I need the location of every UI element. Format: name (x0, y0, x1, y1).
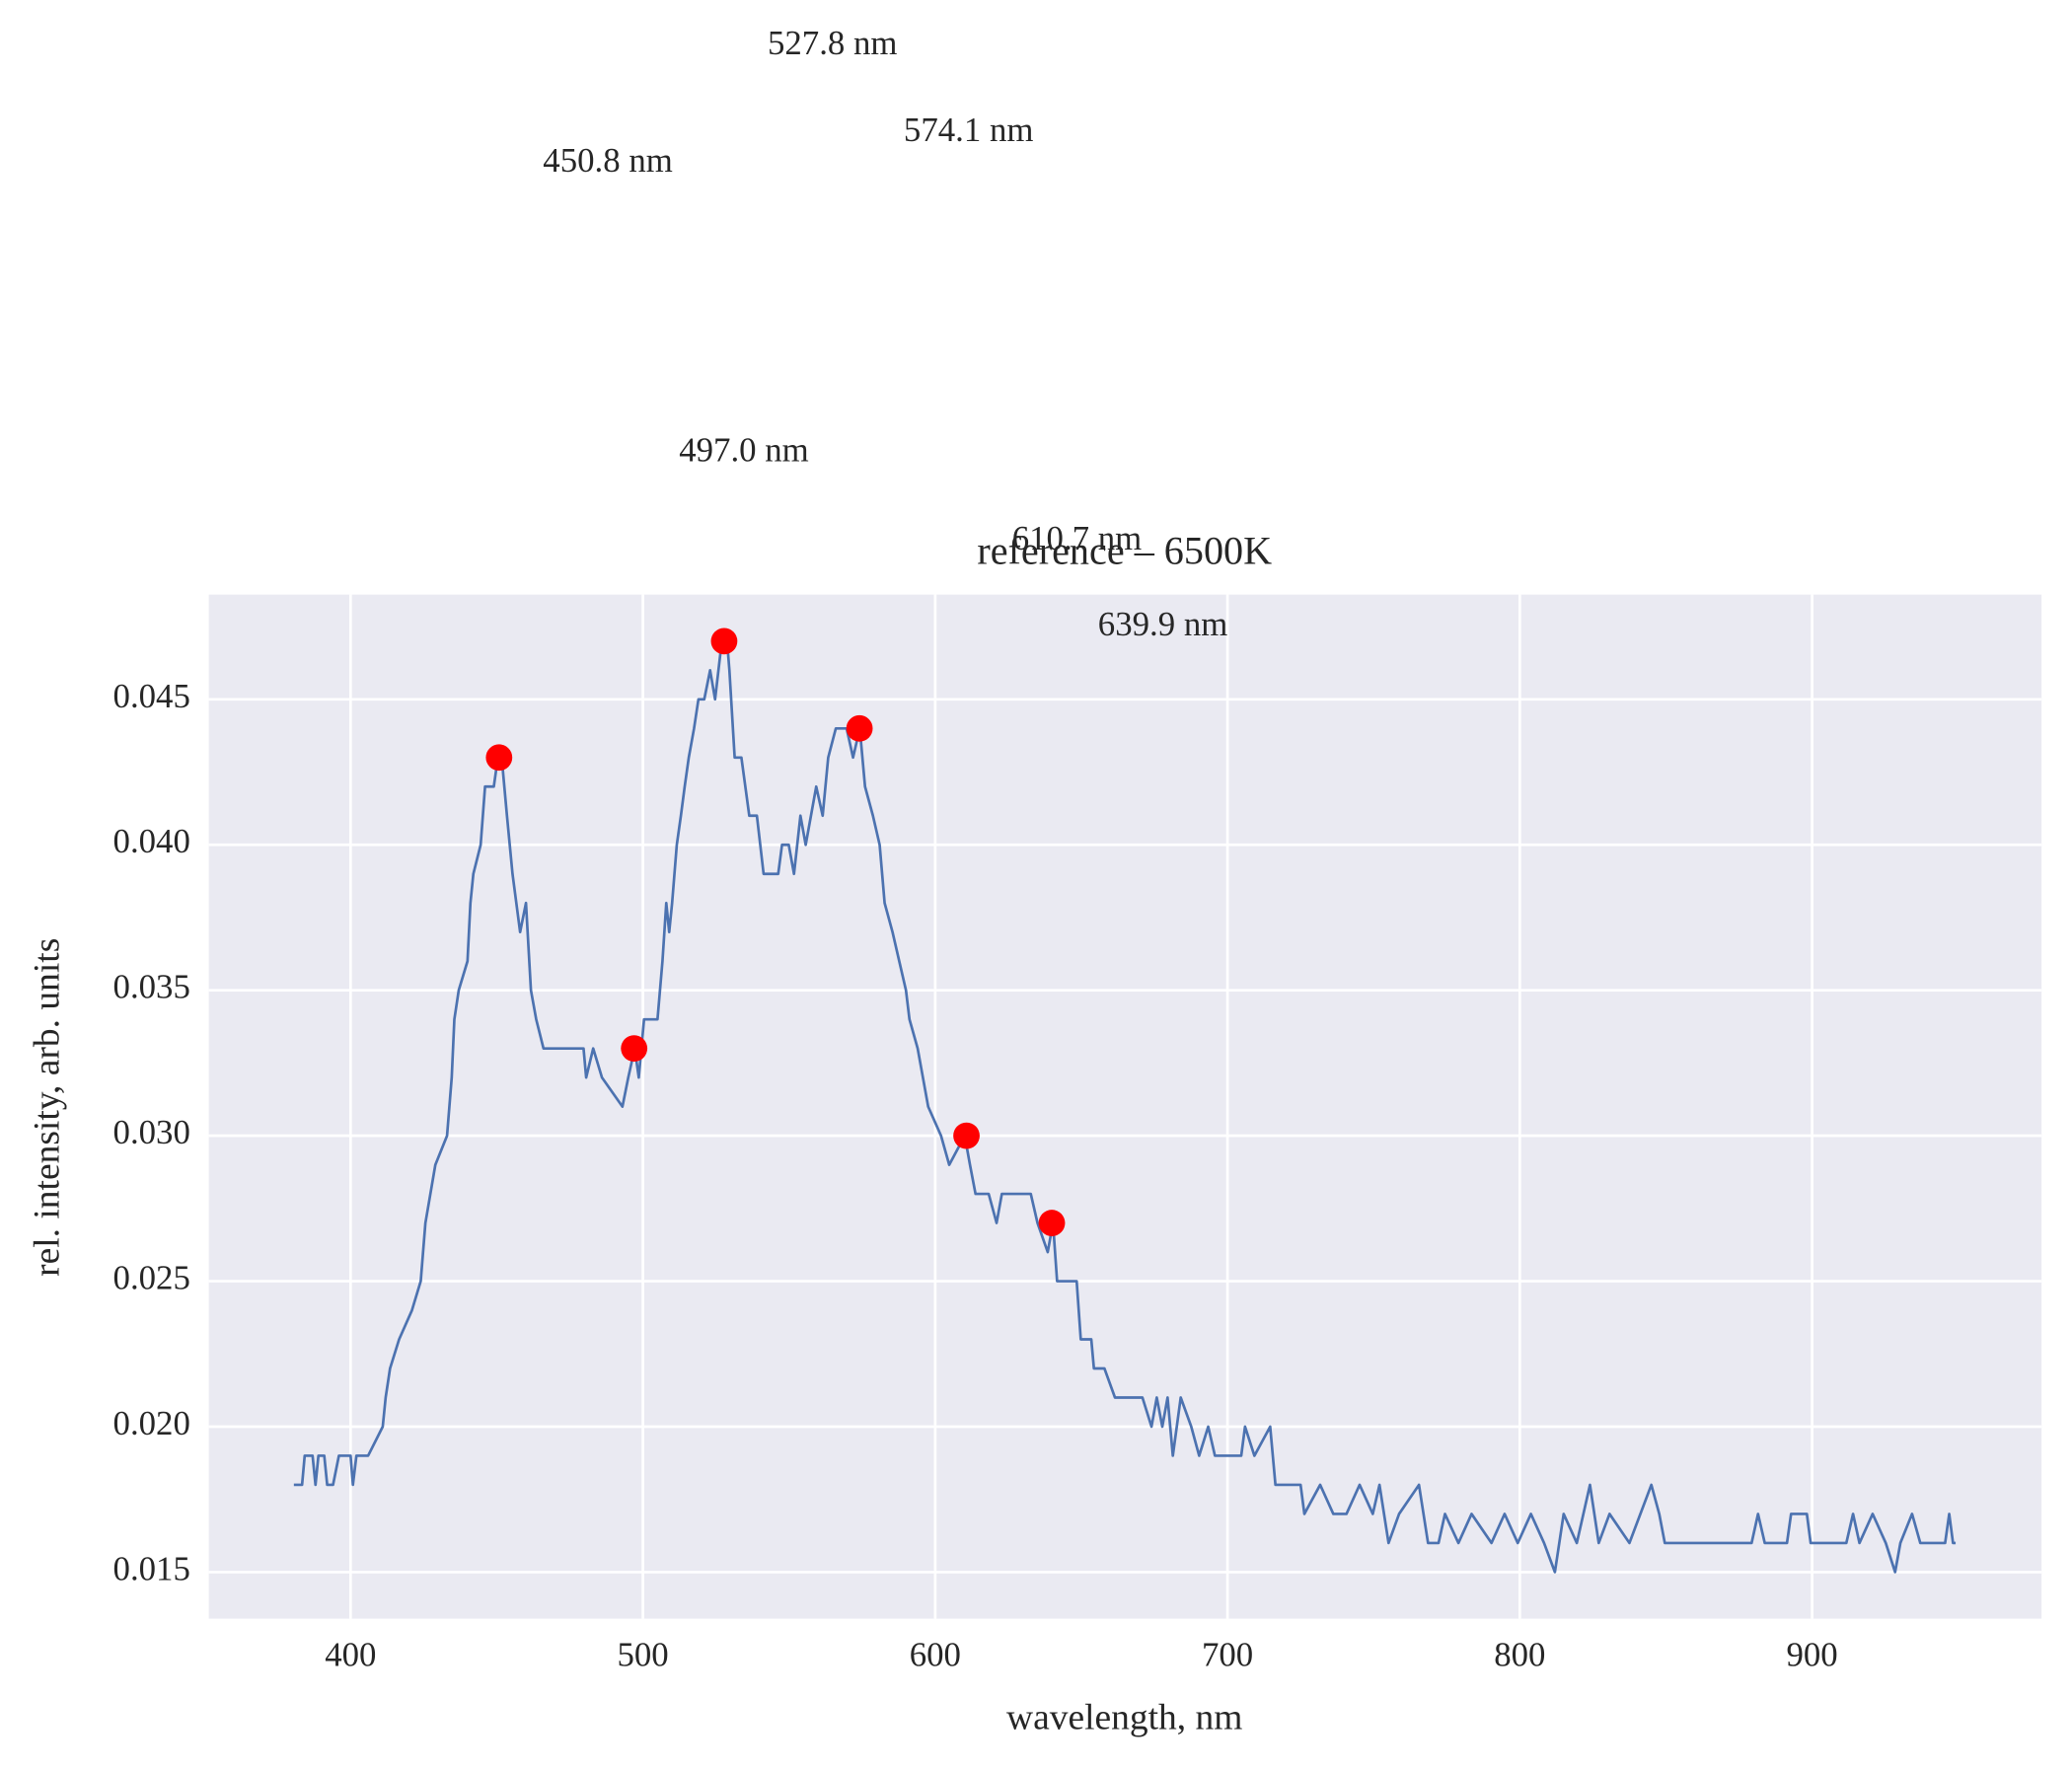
grid (208, 594, 2042, 1619)
peak-marker (621, 1035, 648, 1063)
x-axis-label: wavelength, nm (1006, 1697, 1242, 1737)
peak-label: 497.0 nm (679, 430, 809, 469)
peak-marker (710, 627, 738, 655)
peak-label: 639.9 nm (1098, 605, 1228, 643)
y-axis-label: rel. intensity, arb. units (28, 938, 68, 1277)
x-tick-label: 400 (325, 1636, 376, 1674)
peak-marker (953, 1122, 980, 1149)
y-tick-label: 0.015 (113, 1549, 190, 1587)
peak-marker (485, 744, 513, 772)
x-tick-label: 500 (617, 1636, 668, 1674)
peak-marker (846, 714, 873, 742)
y-tick-label: 0.025 (113, 1259, 190, 1297)
plot-area (208, 594, 2042, 1619)
spectrum-line (293, 639, 1957, 1574)
peak-label: 527.8 nm (768, 24, 898, 62)
y-tick-label: 0.040 (113, 822, 190, 860)
y-tick-label: 0.045 (113, 677, 190, 715)
peak-label: 610.7 nm (1012, 519, 1143, 557)
chart-title: reference – 6500K (977, 529, 1272, 573)
peak-marker (1038, 1210, 1066, 1236)
peak-label: 574.1 nm (904, 111, 1034, 149)
y-tick-label: 0.035 (113, 968, 190, 1006)
x-tick-label: 800 (1494, 1636, 1545, 1674)
peak-label: 450.8 nm (543, 141, 673, 180)
x-tick-label: 600 (910, 1636, 961, 1674)
marks (293, 627, 1957, 1574)
y-tick-label: 0.030 (113, 1113, 190, 1151)
x-tick-label: 700 (1202, 1636, 1253, 1674)
x-tick-label: 900 (1786, 1636, 1837, 1674)
y-tick-label: 0.020 (113, 1404, 190, 1442)
